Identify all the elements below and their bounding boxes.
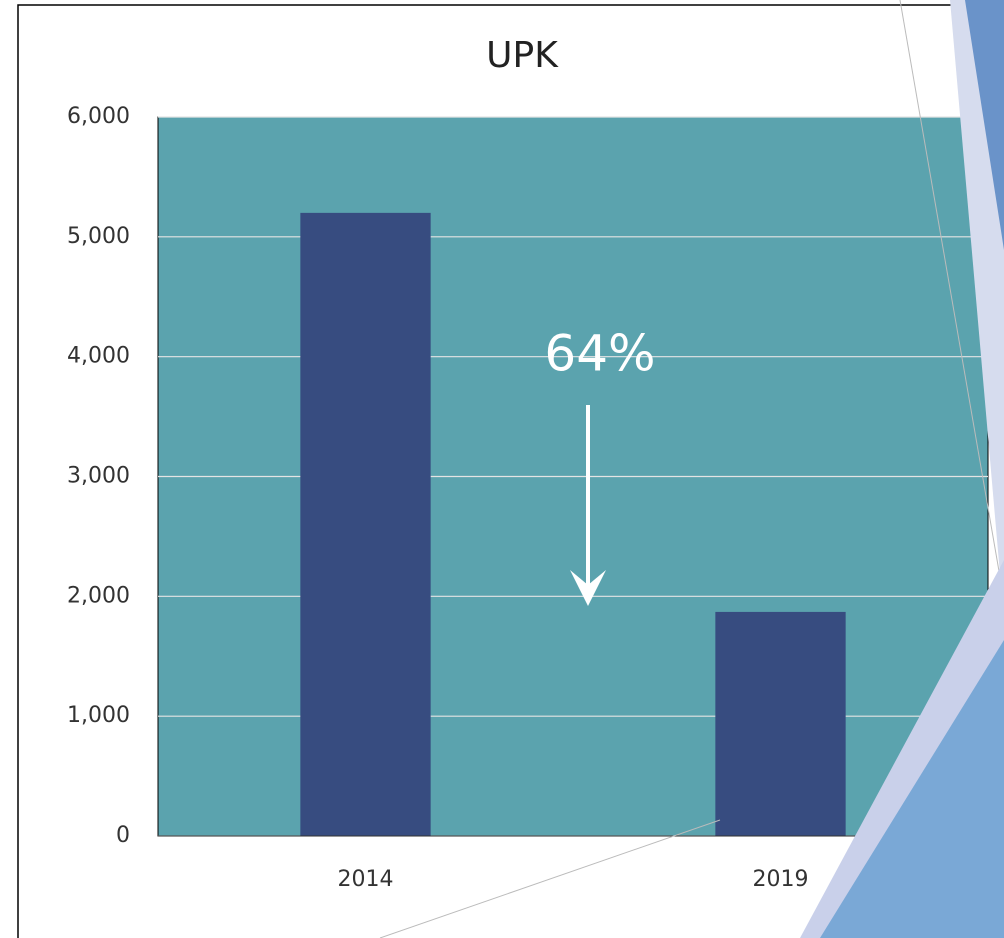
decor-line xyxy=(379,819,721,938)
y-tick-label: 1,000 xyxy=(67,703,130,728)
chart-title: UPK xyxy=(486,35,559,76)
decor-triangle xyxy=(820,640,1004,938)
decor xyxy=(379,0,1004,938)
decor-line xyxy=(899,0,1004,601)
y-tick-label: 3,000 xyxy=(67,464,130,489)
arrow-head xyxy=(570,570,606,606)
annotation: 64% xyxy=(544,325,655,383)
bar xyxy=(715,611,846,836)
y-tick-label: 4,000 xyxy=(67,344,130,369)
x-tick-label: 2014 xyxy=(338,867,394,892)
y-tick-label: 6,000 xyxy=(67,104,130,129)
bar xyxy=(300,212,431,836)
y-tick-label: 0 xyxy=(116,823,130,848)
decor-triangle xyxy=(965,0,1004,250)
plot-area: 0 1,000 2,000 3,000 4,000 5,000 6,000 2014 2019 xyxy=(67,104,989,892)
y-tick-label: 2,000 xyxy=(67,583,130,608)
y-tick-label: 5,000 xyxy=(67,224,130,249)
x-tick-label: 2019 xyxy=(753,867,809,892)
